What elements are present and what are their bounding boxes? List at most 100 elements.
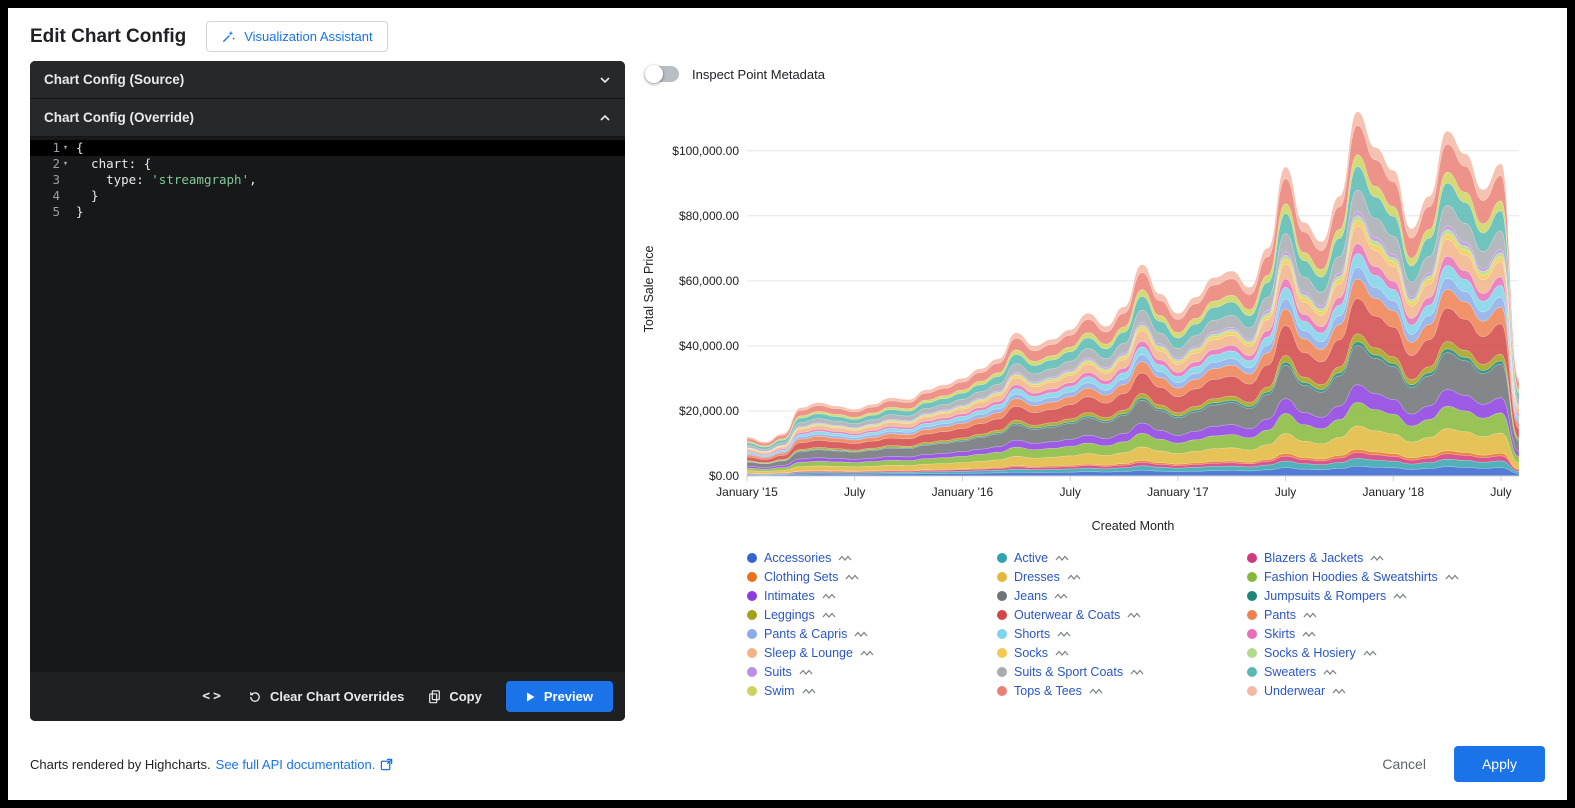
sparkline-icon [822, 593, 836, 599]
legend-item[interactable]: Tops & Tees [997, 684, 1247, 698]
dialog-header: Edit Chart Config Visualization Assistan… [8, 8, 1567, 61]
api-documentation-link-label: See full API documentation. [215, 756, 376, 772]
external-link-icon [380, 758, 393, 771]
series-label: Shorts [1014, 627, 1051, 641]
legend-item[interactable]: Socks & Hosiery [1247, 646, 1497, 660]
highcharts-note: Charts rendered by Highcharts. See full … [30, 757, 393, 772]
y-tick-label: $80,000.00 [679, 209, 739, 223]
area-series[interactable] [746, 111, 1520, 444]
series-label: Sweaters [1264, 665, 1317, 679]
preview-button[interactable]: Preview [505, 681, 613, 712]
series-color-dot [1247, 553, 1257, 563]
legend-item[interactable]: Pants & Capris [747, 627, 997, 641]
series-color-dot [1247, 610, 1257, 620]
chevron-up-icon [599, 114, 611, 122]
y-axis-title: Total Sale Price [642, 246, 656, 333]
area-series[interactable] [746, 154, 1520, 448]
y-tick-label: $100,000.00 [672, 144, 739, 158]
series-label: Socks & Hosiery [1264, 646, 1356, 660]
series-color-dot [1247, 572, 1257, 582]
legend-item[interactable]: Jumpsuits & Rompers [1247, 589, 1497, 603]
copy-button[interactable]: Copy [428, 689, 482, 704]
legend-item[interactable]: Pants [1247, 608, 1497, 622]
apply-button[interactable]: Apply [1453, 746, 1545, 782]
series-color-dot [997, 648, 1007, 658]
series-label: Leggings [764, 608, 815, 622]
legend-item[interactable]: Swim [747, 684, 997, 698]
series-color-dot [747, 591, 757, 601]
legend-item[interactable]: Socks [997, 646, 1247, 660]
streamgraph-chart[interactable]: $0.00 $20,000.00 $40,000.00 $60,000.00 $80,0… [641, 86, 1531, 538]
format-code-icon[interactable]: <> [202, 689, 224, 704]
series-color-dot [1247, 686, 1257, 696]
x-tick-label: July [1490, 485, 1511, 499]
legend-item[interactable]: Sweaters [1247, 665, 1497, 679]
fold-caret-icon[interactable]: ▾ [62, 143, 69, 153]
y-tick-label: $40,000.00 [679, 339, 739, 353]
inspect-metadata-row: Inspect Point Metadata [641, 61, 1545, 83]
series-color-dot [747, 610, 757, 620]
legend-item[interactable]: Active [997, 551, 1247, 565]
x-tick-label: July [844, 485, 865, 499]
series-label: Clothing Sets [764, 570, 839, 584]
visualization-assistant-button[interactable]: Visualization Assistant [206, 21, 388, 52]
series-color-dot [997, 667, 1007, 677]
series-color-dot [747, 648, 757, 658]
legend-item[interactable]: Dresses [997, 570, 1247, 584]
legend-item[interactable]: Accessories [747, 551, 997, 565]
clear-chart-overrides-button[interactable]: Clear Chart Overrides [248, 689, 404, 704]
legend-item[interactable]: Suits & Sport Coats [997, 665, 1247, 679]
sparkline-icon [799, 669, 813, 675]
series-label: Socks [1014, 646, 1049, 660]
sparkline-icon [1127, 612, 1141, 618]
series-label: Underwear [1264, 684, 1326, 698]
cancel-button[interactable]: Cancel [1382, 756, 1426, 772]
toggle-knob [645, 65, 663, 83]
legend-item[interactable]: Fashion Hoodies & Sweatshirts [1247, 570, 1497, 584]
sparkline-icon [1089, 688, 1103, 694]
series-label: Suits [764, 665, 792, 679]
legend-item[interactable]: Suits [747, 665, 997, 679]
source-section-label: Chart Config (Source) [44, 72, 185, 87]
legend-item[interactable]: Underwear [1247, 684, 1497, 698]
legend-item[interactable]: Intimates [747, 589, 997, 603]
legend-item[interactable]: Clothing Sets [747, 570, 997, 584]
legend-item[interactable]: Leggings [747, 608, 997, 622]
series-color-dot [747, 667, 757, 677]
series-color-dot [1247, 629, 1257, 639]
area-series[interactable] [746, 211, 1520, 452]
area-series[interactable] [746, 253, 1520, 457]
code-line: 2 ▾ chart: { [52, 156, 152, 171]
restore-icon [248, 690, 262, 704]
legend-item[interactable]: Blazers & Jackets [1247, 551, 1497, 565]
series-label: Fashion Hoodies & Sweatshirts [1264, 570, 1438, 584]
x-tick-label: January '16 [932, 485, 994, 499]
override-section-header[interactable]: Chart Config (Override) [30, 99, 625, 137]
legend-item[interactable]: Jeans [997, 589, 1247, 603]
preview-label: Preview [543, 689, 593, 704]
y-tick-label: $20,000.00 [679, 404, 739, 418]
inspect-point-metadata-toggle[interactable] [645, 65, 679, 83]
x-tick-label: July [1060, 485, 1081, 499]
series-color-dot [997, 591, 1007, 601]
series-color-dot [1247, 648, 1257, 658]
series-label: Outerwear & Coats [1014, 608, 1121, 622]
fold-caret-icon[interactable]: ▾ [62, 159, 69, 169]
area-series[interactable] [746, 125, 1520, 447]
sparkline-icon [1393, 593, 1407, 599]
sparkline-icon [1055, 650, 1069, 656]
legend-item[interactable]: Outerwear & Coats [997, 608, 1247, 622]
api-documentation-link[interactable]: See full API documentation. [216, 757, 394, 772]
code-editor[interactable]: 1 ▾{2 ▾ chart: {3 type: 'streamgraph', 4 } 5… [30, 137, 625, 672]
code-line: 1 ▾{ [30, 140, 625, 156]
copy-label: Copy [449, 689, 482, 704]
source-section-header[interactable]: Chart Config (Source) [30, 61, 625, 99]
series-color-dot [747, 572, 757, 582]
legend-item[interactable]: Sleep & Lounge [747, 646, 997, 660]
legend-item[interactable]: Skirts [1247, 627, 1497, 641]
legend-item[interactable]: Shorts [997, 627, 1247, 641]
code-line: 4 } [52, 188, 99, 203]
code-line: 5} [52, 204, 84, 219]
sparkline-icon [1445, 574, 1459, 580]
series-label: Accessories [764, 551, 832, 565]
